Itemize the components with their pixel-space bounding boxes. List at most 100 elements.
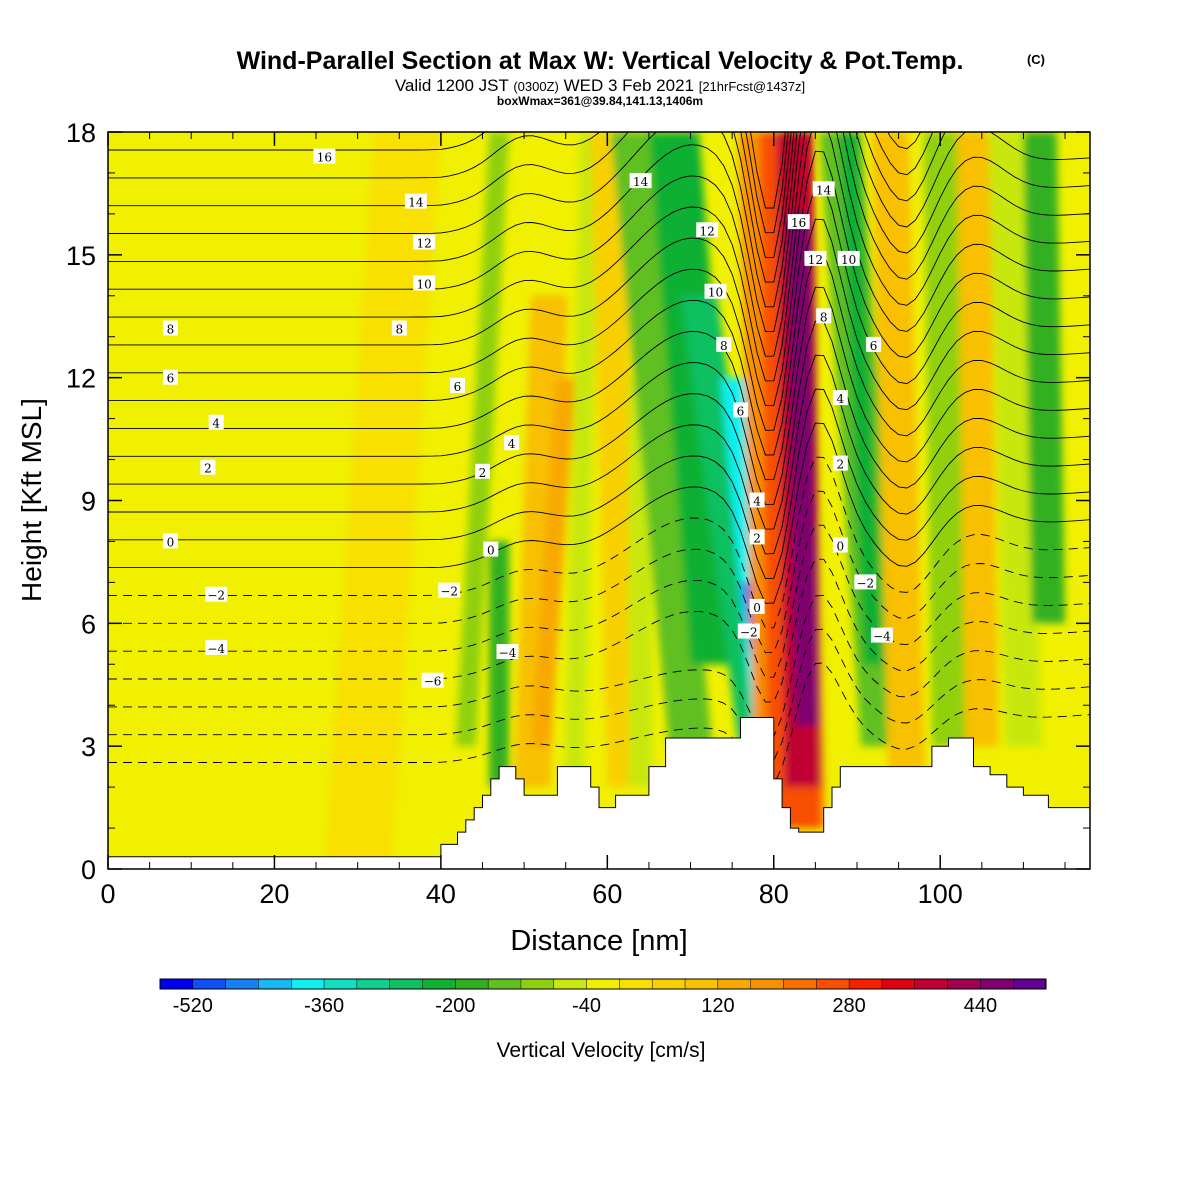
colorbar-swatch xyxy=(1012,978,1047,990)
isentrope-label: 6 xyxy=(733,402,748,418)
svg-text:8: 8 xyxy=(395,323,403,337)
colorbar-swatch xyxy=(586,978,620,990)
colorbar-swatch xyxy=(291,978,325,990)
svg-text:0: 0 xyxy=(167,535,175,549)
svg-text:4: 4 xyxy=(836,392,844,406)
svg-text:14: 14 xyxy=(408,196,424,210)
colorbar-swatch xyxy=(619,978,653,990)
colorbar-swatch xyxy=(914,978,949,990)
y-tick-label: 12 xyxy=(66,364,96,394)
y-axis: 0 3 6 9 12 15 18 xyxy=(66,118,1090,885)
isentrope-label: 12 xyxy=(696,222,719,238)
isentrope-label: 8 xyxy=(391,320,407,337)
y-tick-label: 3 xyxy=(81,732,96,762)
colorbar-frame xyxy=(159,978,1047,990)
colorbar-swatch xyxy=(717,978,752,990)
velocity-band xyxy=(564,132,601,788)
x-axis: 0 20 40 60 80 100 xyxy=(100,132,1066,909)
isentrope xyxy=(108,320,1090,530)
colorbar-tick-label: -200 xyxy=(435,995,475,1017)
terrain xyxy=(108,717,1090,869)
svg-text:4: 4 xyxy=(753,495,761,509)
colorbar-tick-label: 440 xyxy=(964,995,997,1017)
isentrope-label: 16 xyxy=(787,214,810,230)
svg-text:16: 16 xyxy=(791,216,806,230)
colorbar-swatch xyxy=(192,978,227,990)
isentrope-label-negative: −2 xyxy=(854,574,877,590)
y-tick-label: 0 xyxy=(81,855,96,885)
colorbar-swatch xyxy=(455,978,489,990)
isentrope xyxy=(108,524,1090,678)
colorbar-swatch xyxy=(750,978,785,990)
colorbar-swatch xyxy=(947,978,981,990)
colorbar-swatch xyxy=(783,978,817,990)
colorbar-swatch xyxy=(980,978,1014,990)
svg-text:−6: −6 xyxy=(424,675,442,689)
velocity-band xyxy=(324,132,441,869)
colorbar-swatch xyxy=(389,978,424,990)
y-tick-label: 6 xyxy=(81,609,96,639)
isentrope xyxy=(108,150,1090,407)
isentrope-label: 14 xyxy=(404,193,427,210)
terrain-profile xyxy=(108,717,1090,869)
svg-text:0: 0 xyxy=(753,601,761,615)
isentrope-label-negative: −2 xyxy=(205,586,228,603)
svg-text:−2: −2 xyxy=(440,585,458,599)
isentrope-label-negative: −4 xyxy=(870,627,893,644)
colorbar-swatch xyxy=(684,978,719,990)
isentrope-labels: 16 14 12 10 8 8 6 6 4 4 2 2 0 0 14 12 10 8 6 4 2 0 16 14 12 10 8 6 4… xyxy=(162,148,893,689)
isentrope xyxy=(108,456,1090,629)
isentrope-label: 2 xyxy=(475,463,490,480)
isentrope-label: 2 xyxy=(832,455,848,472)
isentrope-label: 14 xyxy=(812,181,835,197)
velocity-band xyxy=(787,213,819,726)
svg-text:−4: −4 xyxy=(207,642,225,656)
isentrope xyxy=(108,132,1090,283)
svg-text:−4: −4 xyxy=(873,630,891,644)
x-tick-label: 0 xyxy=(100,879,115,909)
isentrope xyxy=(108,184,1090,431)
colorbar-label: Vertical Velocity [cm/s] xyxy=(497,1039,706,1062)
isentrope xyxy=(108,132,1090,382)
x-tick-label: 40 xyxy=(426,879,456,909)
forecast-info: [21hrFcst@1437z] xyxy=(699,79,805,94)
svg-text:10: 10 xyxy=(841,253,856,267)
isentrope xyxy=(108,132,934,234)
isentrope-label: 10 xyxy=(837,250,860,267)
isentrope-label: 8 xyxy=(162,320,178,337)
y-axis-label: Height [Kft MSL] xyxy=(16,398,47,602)
isentrope xyxy=(108,594,1090,740)
svg-text:4: 4 xyxy=(212,417,220,431)
box-wmax-info: boxWmax=361@39.84,141.13,1406m xyxy=(497,94,703,108)
isentrope-label: 10 xyxy=(704,283,727,300)
svg-text:6: 6 xyxy=(454,380,462,394)
velocity-band xyxy=(956,132,999,747)
isentrope-label: 10 xyxy=(413,275,436,292)
velocity-band xyxy=(1023,132,1065,624)
colorbar-tick-label: -40 xyxy=(572,995,601,1017)
isentrope xyxy=(108,422,1090,604)
isentrope-label: 16 xyxy=(313,148,336,165)
isentrope-label: 4 xyxy=(504,435,520,451)
colorbar-tick-label: 120 xyxy=(701,995,734,1017)
isentrope-label: 4 xyxy=(749,492,765,509)
x-tick-label: 60 xyxy=(592,879,622,909)
svg-text:8: 8 xyxy=(720,339,728,353)
velocity-band xyxy=(530,377,576,747)
y-tick-label: 15 xyxy=(66,241,96,271)
svg-text:2: 2 xyxy=(204,462,212,476)
colorbar-swatch xyxy=(356,978,391,990)
x-axis-label: Distance [nm] xyxy=(510,925,687,957)
svg-text:10: 10 xyxy=(417,278,432,292)
svg-text:6: 6 xyxy=(737,404,745,418)
svg-text:8: 8 xyxy=(167,323,175,337)
isentrope xyxy=(108,662,1090,788)
colorbar-swatch xyxy=(487,978,522,990)
svg-text:6: 6 xyxy=(167,372,175,386)
chart-title: Wind-Parallel Section at Max W: Vertical… xyxy=(237,47,964,75)
isentrope-label-negative: −2 xyxy=(438,582,461,599)
isentrope-label: 12 xyxy=(804,250,827,267)
svg-text:2: 2 xyxy=(479,466,487,480)
colorbar-swatch xyxy=(422,978,456,990)
